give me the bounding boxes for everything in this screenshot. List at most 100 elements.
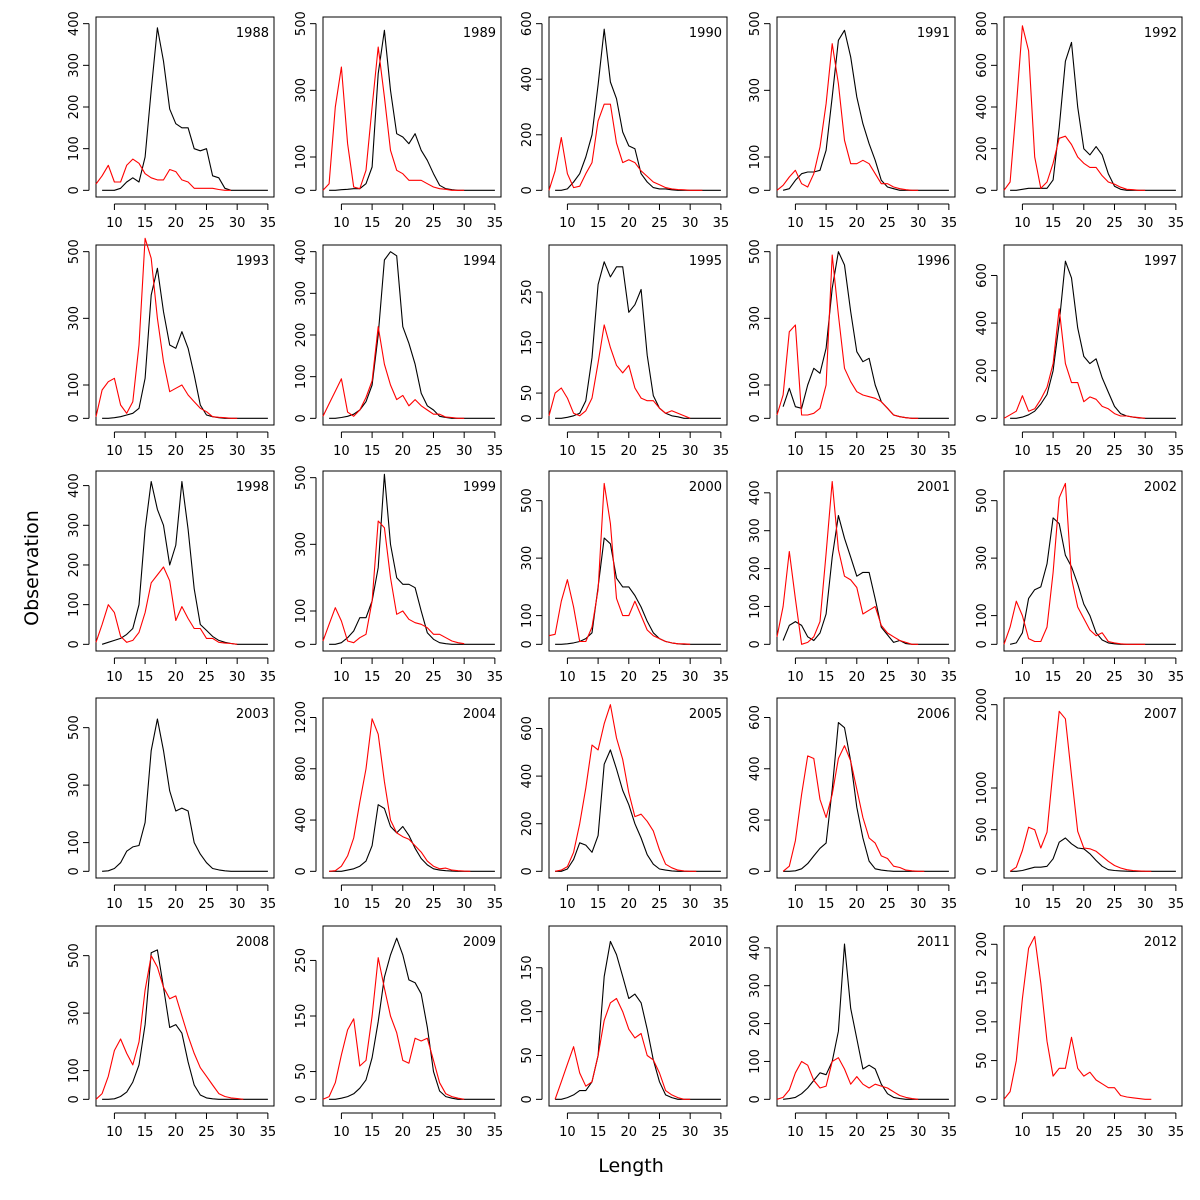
y-tick-label: 0 (520, 867, 535, 875)
black-series-line (555, 261, 721, 419)
x-tick-label: 25 (198, 1125, 215, 1140)
y-tick-label: 0 (520, 1095, 535, 1103)
y-tick-label: 300 (520, 546, 535, 571)
x-tick-label: 30 (1137, 1125, 1154, 1140)
y-tick-label: 50 (520, 385, 535, 402)
x-tick-label: 15 (818, 897, 835, 912)
x-tick-label: 10 (787, 1125, 804, 1140)
x-tick-label: 35 (941, 897, 958, 912)
x-tick-label: 30 (456, 216, 473, 231)
x-tick-label: 25 (651, 1125, 668, 1140)
x-tick-label: 35 (487, 444, 504, 459)
x-tick-label: 25 (198, 897, 215, 912)
panel-year-label: 1998 (236, 480, 269, 495)
x-tick-label: 35 (941, 670, 958, 685)
x-tick-label: 15 (590, 216, 607, 231)
panel-year-label: 1992 (1144, 26, 1177, 41)
y-tick-label: 100 (975, 1009, 990, 1034)
y-tick-label: 0 (520, 640, 535, 648)
black-series-line (329, 473, 495, 645)
panel-1989: 10 15 20 25 30 35 0 100 300 500 1989 (294, 11, 503, 231)
x-tick-label: 30 (910, 216, 927, 231)
y-tick-label: 800 (975, 11, 990, 36)
x-tick-label: 35 (1168, 444, 1185, 459)
y-tick-label: 500 (975, 817, 990, 842)
x-tick-label: 25 (879, 1125, 896, 1140)
x-tick-label: 15 (137, 444, 154, 459)
x-tick-label: 25 (879, 216, 896, 231)
plot-frame (322, 697, 502, 879)
y-tick-label: 100 (748, 145, 763, 170)
x-tick-label: 25 (651, 670, 668, 685)
black-series-line (1010, 260, 1176, 419)
panel-2007: 10 15 20 25 30 35 0 500 1000 2000 2007 (975, 688, 1184, 912)
y-tick-label: 300 (975, 546, 990, 571)
x-tick-label: 25 (879, 444, 896, 459)
x-tick-label: 10 (1014, 216, 1031, 231)
x-tick-label: 15 (590, 1125, 607, 1140)
y-tick-label: 200 (748, 808, 763, 833)
x-tick-label: 10 (106, 897, 123, 912)
y-tick-label: 150 (975, 971, 990, 996)
x-tick-label: 15 (137, 897, 154, 912)
panel-1992: 10 15 20 25 30 35 0 200 400 600 800 1992 (975, 11, 1184, 231)
x-tick-label: 30 (229, 670, 246, 685)
y-tick-label: 0 (748, 867, 763, 875)
x-tick-label: 20 (849, 216, 866, 231)
plot-frame (1003, 470, 1183, 652)
x-tick-label: 20 (395, 444, 412, 459)
y-tick-label: 0 (748, 640, 763, 648)
red-series-line (1003, 482, 1146, 645)
panel-year-label: 1993 (236, 254, 269, 269)
y-tick-label: 300 (294, 281, 309, 306)
panel-year-label: 2011 (917, 935, 950, 950)
x-tick-label: 25 (651, 216, 668, 231)
x-tick-label: 10 (559, 216, 576, 231)
x-tick-label: 30 (229, 1125, 246, 1140)
x-tick-label: 25 (425, 216, 442, 231)
y-tick-label: 400 (975, 311, 990, 336)
y-tick-label: 100 (520, 603, 535, 628)
panel-1996: 10 15 20 25 30 35 0 100 300 500 1996 (748, 239, 957, 459)
x-tick-label: 25 (651, 444, 668, 459)
panel-year-label: 2004 (463, 707, 496, 722)
x-tick-label: 20 (395, 1125, 412, 1140)
x-tick-label: 30 (1137, 897, 1154, 912)
red-series-line (95, 566, 238, 645)
y-tick-label: 150 (294, 1004, 309, 1029)
plot-frame (776, 697, 956, 879)
panel-year-label: 2008 (236, 935, 269, 950)
y-tick-label: 400 (294, 239, 309, 264)
y-tick-label: 300 (67, 1001, 82, 1026)
black-series-line (555, 940, 721, 1100)
red-series-line (776, 254, 919, 419)
panel-year-label: 2007 (1144, 707, 1177, 722)
x-tick-label: 10 (333, 670, 350, 685)
plot-frame (95, 925, 275, 1107)
y-tick-label: 300 (748, 78, 763, 103)
y-tick-label: 200 (67, 553, 82, 578)
black-series-line (783, 722, 949, 872)
plot-frame (322, 925, 502, 1107)
plot-frame (776, 470, 956, 652)
x-tick-label: 20 (395, 670, 412, 685)
y-tick-label: 100 (294, 599, 309, 624)
y-tick-label: 0 (748, 1095, 763, 1103)
x-tick-label: 30 (1137, 670, 1154, 685)
y-tick-label: 400 (520, 67, 535, 92)
y-tick-label: 200 (294, 323, 309, 348)
x-tick-label: 25 (879, 897, 896, 912)
panel-year-label: 2010 (689, 935, 722, 950)
x-tick-label: 25 (425, 670, 442, 685)
panel-year-label: 2003 (236, 707, 269, 722)
y-tick-label: 100 (67, 1058, 82, 1083)
plot-frame (548, 244, 728, 426)
y-tick-label: 0 (294, 414, 309, 422)
red-series-line (322, 326, 465, 419)
y-tick-label: 0 (748, 414, 763, 422)
x-tick-label: 35 (713, 670, 730, 685)
x-tick-label: 20 (621, 670, 638, 685)
panel-year-label: 1991 (917, 26, 950, 41)
x-tick-label: 10 (559, 897, 576, 912)
red-series-line (95, 237, 238, 419)
